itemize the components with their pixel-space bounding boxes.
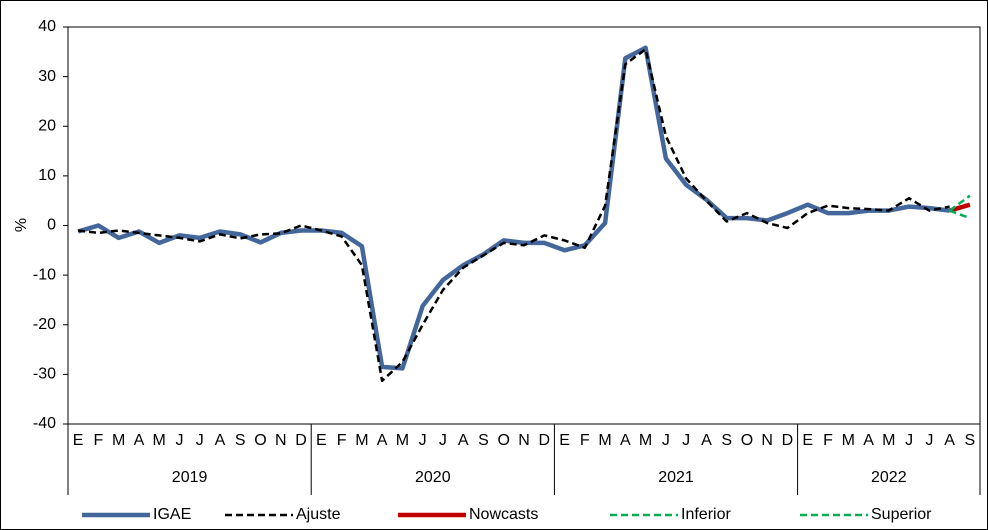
y-tick-label: -40 [33, 415, 56, 432]
x-tick-label: S [478, 432, 489, 449]
x-tick-label: N [761, 432, 773, 449]
x-tick-label: A [134, 432, 145, 449]
x-tick-label: M [153, 432, 166, 449]
x-tick-label: J [419, 432, 427, 449]
series-line [948, 194, 971, 212]
y-tick-label: 40 [38, 18, 56, 35]
x-tick-label: J [439, 432, 447, 449]
x-tick-label: M [112, 432, 125, 449]
x-tick-label: M [396, 432, 409, 449]
y-tick-label: 10 [38, 167, 56, 184]
y-tick-label: 20 [38, 117, 56, 134]
x-tick-label: E [73, 432, 84, 449]
y-axis-label: % [13, 218, 30, 232]
x-tick-label: M [639, 432, 652, 449]
x-tick-label: E [802, 432, 813, 449]
x-tick-label: M [598, 432, 611, 449]
x-tick-label: O [254, 432, 266, 449]
legend-label: IGAE [153, 506, 191, 523]
y-tick-label: 30 [38, 68, 56, 85]
legend-label: Nowcasts [469, 506, 538, 523]
y-tick-label: 0 [47, 217, 56, 234]
x-tick-label: S [235, 432, 246, 449]
y-tick-label: -20 [33, 316, 56, 333]
x-tick-label: E [559, 432, 570, 449]
x-tick-label: F [580, 432, 590, 449]
x-tick-label: F [823, 432, 833, 449]
x-tick-label: A [701, 432, 712, 449]
x-tick-label: F [337, 432, 347, 449]
x-tick-label: J [925, 432, 933, 449]
x-tick-label: M [355, 432, 368, 449]
legend-label: Superior [871, 506, 932, 523]
x-tick-label: A [863, 432, 874, 449]
x-tick-label: O [741, 432, 753, 449]
x-tick-label: O [498, 432, 510, 449]
x-tick-label: S [965, 432, 976, 449]
group-label: 2022 [871, 469, 907, 486]
group-label: 2019 [172, 469, 208, 486]
x-tick-label: A [620, 432, 631, 449]
x-tick-label: S [721, 432, 732, 449]
x-tick-label: D [782, 432, 794, 449]
x-tick-label: N [518, 432, 530, 449]
x-tick-label: J [905, 432, 913, 449]
x-tick-label: J [682, 432, 690, 449]
series-line [949, 209, 971, 220]
x-tick-label: A [215, 432, 226, 449]
x-tick-label: F [94, 432, 104, 449]
x-tick-label: J [175, 432, 183, 449]
group-label: 2021 [658, 469, 694, 486]
legend-label: Inferior [681, 506, 731, 523]
x-tick-label: J [662, 432, 670, 449]
y-tick-label: -30 [33, 366, 56, 383]
x-tick-label: D [538, 432, 550, 449]
x-tick-label: E [316, 432, 327, 449]
x-tick-label: A [377, 432, 388, 449]
x-tick-label: N [275, 432, 287, 449]
x-tick-label: D [295, 432, 307, 449]
x-tick-label: A [944, 432, 955, 449]
group-label: 2020 [415, 469, 451, 486]
x-tick-label: M [842, 432, 855, 449]
series-line [77, 48, 950, 383]
legend-label: Ajuste [296, 506, 341, 523]
x-tick-label: M [882, 432, 895, 449]
series-line [77, 45, 950, 371]
y-tick-label: -10 [33, 266, 56, 283]
x-tick-label: A [458, 432, 469, 449]
x-tick-label: J [196, 432, 204, 449]
